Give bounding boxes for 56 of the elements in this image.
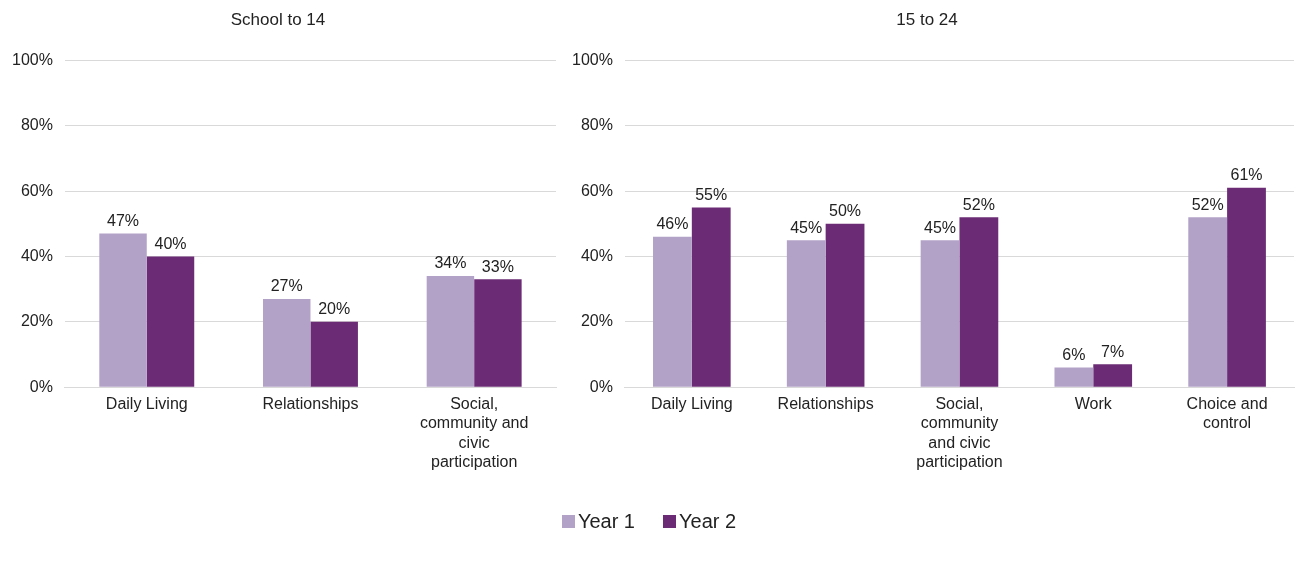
data-label: 47%: [107, 212, 140, 230]
bar: [959, 217, 999, 387]
data-label: 45%: [790, 218, 823, 236]
bar: [146, 256, 195, 387]
x-tick-label: Daily Living: [650, 395, 733, 413]
y-tick-label: 80%: [580, 116, 613, 134]
bar: [1188, 217, 1228, 387]
bar: [99, 233, 147, 387]
data-label: 50%: [829, 202, 862, 220]
x-tick-label: Choice and control: [1186, 395, 1268, 432]
bar: [426, 276, 475, 387]
data-label: 40%: [154, 234, 187, 252]
x-tick-label: Relationships: [777, 395, 874, 413]
chart-title: School to 14: [230, 9, 326, 29]
bar: [310, 321, 358, 387]
bar: [1093, 364, 1133, 387]
bar: [262, 298, 311, 387]
bar: [653, 236, 692, 387]
bar: [1227, 187, 1266, 387]
y-tick-label: 0%: [589, 377, 613, 395]
bar: [920, 240, 960, 387]
y-tick-label: 80%: [20, 116, 53, 134]
bar: [474, 279, 522, 387]
chart-title: 15 to 24: [896, 9, 958, 29]
data-label: 45%: [924, 218, 957, 236]
data-label: 52%: [1191, 195, 1224, 213]
y-tick-label: 40%: [580, 246, 613, 264]
y-tick-label: 20%: [20, 312, 53, 330]
data-label: 34%: [434, 254, 467, 272]
y-tick-label: 60%: [20, 181, 53, 199]
data-label: 33%: [481, 257, 514, 275]
data-label: 27%: [270, 277, 303, 295]
bar: [825, 223, 865, 387]
bar: [1054, 367, 1094, 387]
x-tick-label: Daily Living: [105, 395, 188, 413]
bar: [691, 207, 731, 387]
y-tick-label: 100%: [12, 50, 53, 68]
y-tick-label: 20%: [580, 312, 613, 330]
x-tick-label: Relationships: [262, 395, 359, 413]
data-label: 20%: [318, 300, 351, 318]
data-label: 52%: [962, 195, 995, 213]
bar: [786, 240, 826, 387]
x-tick-label: Work: [1074, 395, 1113, 413]
data-label: 6%: [1062, 346, 1086, 363]
data-label: 55%: [695, 185, 728, 203]
legend-label: Year 2: [679, 510, 737, 533]
x-tick-label: Social, community and civic participation: [916, 395, 1003, 470]
data-label: 61%: [1230, 166, 1263, 184]
data-label: 7%: [1101, 342, 1125, 360]
y-tick-label: 60%: [580, 181, 613, 199]
y-tick-label: 100%: [572, 50, 613, 68]
data-label: 46%: [656, 215, 689, 233]
x-tick-label: Social, community and civic participation: [419, 395, 529, 470]
y-tick-label: 0%: [29, 377, 53, 395]
legend-label: Year 1: [577, 510, 635, 533]
y-tick-label: 40%: [20, 246, 53, 264]
